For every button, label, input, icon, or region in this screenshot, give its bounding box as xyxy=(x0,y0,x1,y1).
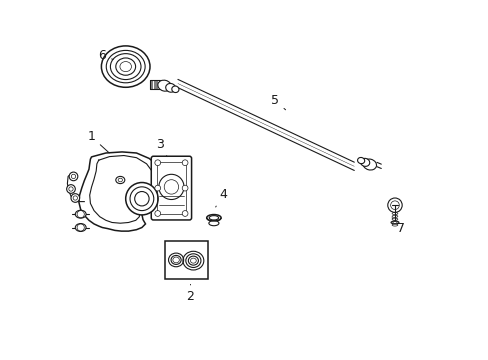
Text: 4: 4 xyxy=(215,188,226,207)
Ellipse shape xyxy=(165,84,175,92)
FancyBboxPatch shape xyxy=(151,156,191,220)
Ellipse shape xyxy=(362,159,376,170)
Ellipse shape xyxy=(171,256,181,264)
Ellipse shape xyxy=(171,86,179,93)
Ellipse shape xyxy=(360,158,369,166)
Circle shape xyxy=(182,160,187,166)
Polygon shape xyxy=(79,152,161,231)
Circle shape xyxy=(71,194,80,202)
Circle shape xyxy=(66,185,75,193)
Text: 2: 2 xyxy=(186,284,194,303)
Text: 6: 6 xyxy=(98,49,113,62)
Circle shape xyxy=(155,185,160,191)
Bar xyxy=(157,162,185,214)
Ellipse shape xyxy=(208,221,219,226)
Ellipse shape xyxy=(206,215,221,221)
Circle shape xyxy=(182,185,187,191)
Bar xyxy=(165,241,208,279)
Circle shape xyxy=(155,160,160,166)
Ellipse shape xyxy=(390,221,398,224)
Text: 1: 1 xyxy=(87,130,109,153)
Text: 3: 3 xyxy=(156,138,167,157)
Ellipse shape xyxy=(185,254,201,267)
Text: 7: 7 xyxy=(391,218,404,235)
Circle shape xyxy=(69,172,78,181)
Ellipse shape xyxy=(101,46,150,87)
Ellipse shape xyxy=(110,54,141,80)
Circle shape xyxy=(387,198,401,212)
Ellipse shape xyxy=(158,80,171,91)
Text: 5: 5 xyxy=(270,94,285,110)
Circle shape xyxy=(182,211,187,216)
Circle shape xyxy=(125,183,158,215)
Circle shape xyxy=(155,211,160,216)
Ellipse shape xyxy=(75,224,86,231)
Ellipse shape xyxy=(75,210,86,218)
Ellipse shape xyxy=(357,157,364,164)
